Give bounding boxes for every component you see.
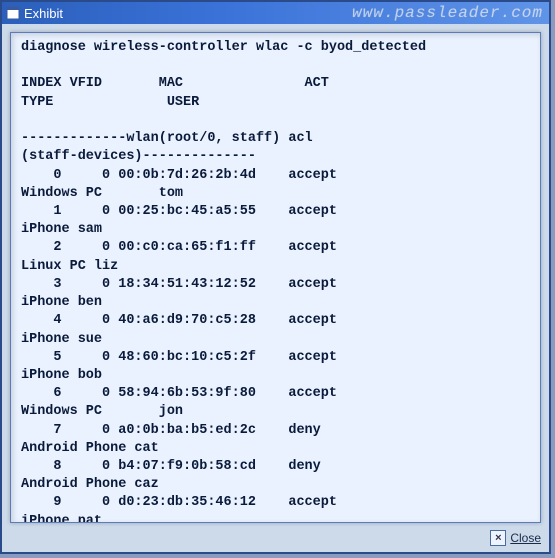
- table-row: iPhone pat: [21, 514, 102, 523]
- table-row: Windows PC tom: [21, 186, 183, 201]
- footer: × Close: [2, 526, 549, 550]
- table-row: iPhone sam: [21, 222, 102, 237]
- table-row: iPhone ben: [21, 295, 102, 310]
- window-title: Exhibit: [24, 6, 63, 21]
- table-row: 9 0 d0:23:db:35:46:12 accept: [21, 495, 337, 510]
- table-row: 0 0 00:0b:7d:26:2b:4d accept: [21, 168, 337, 183]
- window-icon: [6, 6, 20, 20]
- table-row: 8 0 b4:07:f9:0b:58:cd deny: [21, 459, 321, 474]
- cmd-line: diagnose wireless-controller wlac -c byo…: [21, 40, 426, 55]
- table-row: Android Phone cat: [21, 441, 159, 456]
- table-row: 1 0 00:25:bc:45:a5:55 accept: [21, 204, 337, 219]
- close-label: Close: [510, 531, 541, 545]
- table-row: 6 0 58:94:6b:53:9f:80 accept: [21, 386, 337, 401]
- table-row: iPhone sue: [21, 332, 102, 347]
- close-button[interactable]: × Close: [490, 530, 541, 546]
- terminal-output: diagnose wireless-controller wlac -c byo…: [10, 32, 541, 523]
- close-icon: ×: [490, 530, 506, 546]
- table-row: 5 0 48:60:bc:10:c5:2f accept: [21, 350, 337, 365]
- table-row: Linux PC liz: [21, 259, 118, 274]
- table-row: 7 0 a0:0b:ba:b5:ed:2c deny: [21, 423, 321, 438]
- table-row: Android Phone caz: [21, 477, 159, 492]
- table-row: 4 0 40:a6:d9:70:c5:28 accept: [21, 313, 337, 328]
- table-row: iPhone bob: [21, 368, 102, 383]
- exhibit-window: Exhibit www.passleader.com diagnose wire…: [0, 0, 551, 554]
- header-line1: INDEX VFID MAC ACT: [21, 76, 329, 91]
- table-row: Windows PC jon: [21, 404, 183, 419]
- titlebar: Exhibit: [2, 2, 549, 24]
- section1-sub: (staff-devices)--------------: [21, 149, 256, 164]
- table-row: 3 0 18:34:51:43:12:52 accept: [21, 277, 337, 292]
- section1-header: -------------wlan(root/0, staff) acl: [21, 131, 313, 146]
- header-line2: TYPE USER: [21, 95, 199, 110]
- table-row: 2 0 00:c0:ca:65:f1:ff accept: [21, 240, 337, 255]
